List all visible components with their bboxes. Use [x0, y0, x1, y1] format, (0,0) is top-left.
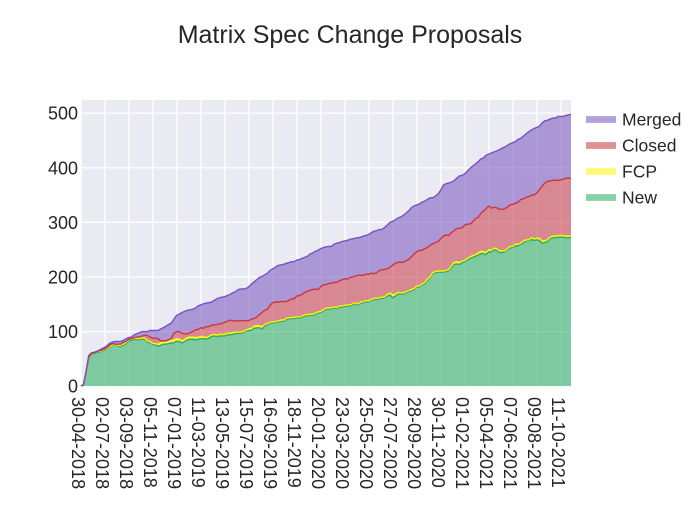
svg-text:23-03-2020: 23-03-2020: [332, 397, 352, 489]
svg-text:28-09-2020: 28-09-2020: [404, 397, 424, 489]
svg-text:500: 500: [48, 104, 78, 124]
svg-text:100: 100: [48, 322, 78, 342]
svg-text:27-07-2020: 27-07-2020: [380, 397, 400, 489]
svg-text:09-08-2021: 09-08-2021: [524, 397, 544, 489]
svg-text:03-09-2018: 03-09-2018: [116, 397, 136, 489]
svg-text:200: 200: [48, 268, 78, 288]
svg-text:30-04-2018: 30-04-2018: [68, 397, 88, 489]
svg-text:Matrix Spec Change Proposals: Matrix Spec Change Proposals: [178, 21, 523, 49]
svg-text:400: 400: [48, 158, 78, 178]
svg-text:05-11-2018: 05-11-2018: [140, 397, 160, 488]
svg-text:Merged: Merged: [622, 110, 681, 130]
svg-text:FCP: FCP: [622, 162, 657, 182]
svg-text:30-11-2020: 30-11-2020: [428, 397, 448, 488]
svg-text:0: 0: [68, 377, 78, 397]
svg-text:11-10-2021: 11-10-2021: [548, 397, 568, 488]
svg-text:01-02-2021: 01-02-2021: [452, 397, 472, 489]
svg-text:20-01-2020: 20-01-2020: [308, 397, 328, 489]
svg-text:25-05-2020: 25-05-2020: [356, 397, 376, 489]
svg-text:16-09-2019: 16-09-2019: [260, 397, 280, 489]
svg-text:07-01-2019: 07-01-2019: [164, 397, 184, 489]
svg-text:18-11-2019: 18-11-2019: [284, 397, 304, 488]
svg-text:13-05-2019: 13-05-2019: [212, 397, 232, 489]
svg-text:11-03-2019: 11-03-2019: [188, 397, 208, 488]
svg-text:15-07-2019: 15-07-2019: [236, 397, 256, 489]
svg-text:05-04-2021: 05-04-2021: [476, 397, 496, 489]
svg-text:02-07-2018: 02-07-2018: [92, 397, 112, 489]
svg-text:Closed: Closed: [622, 136, 676, 156]
svg-text:300: 300: [48, 213, 78, 233]
svg-text:New: New: [622, 188, 657, 208]
svg-text:07-06-2021: 07-06-2021: [500, 397, 520, 489]
